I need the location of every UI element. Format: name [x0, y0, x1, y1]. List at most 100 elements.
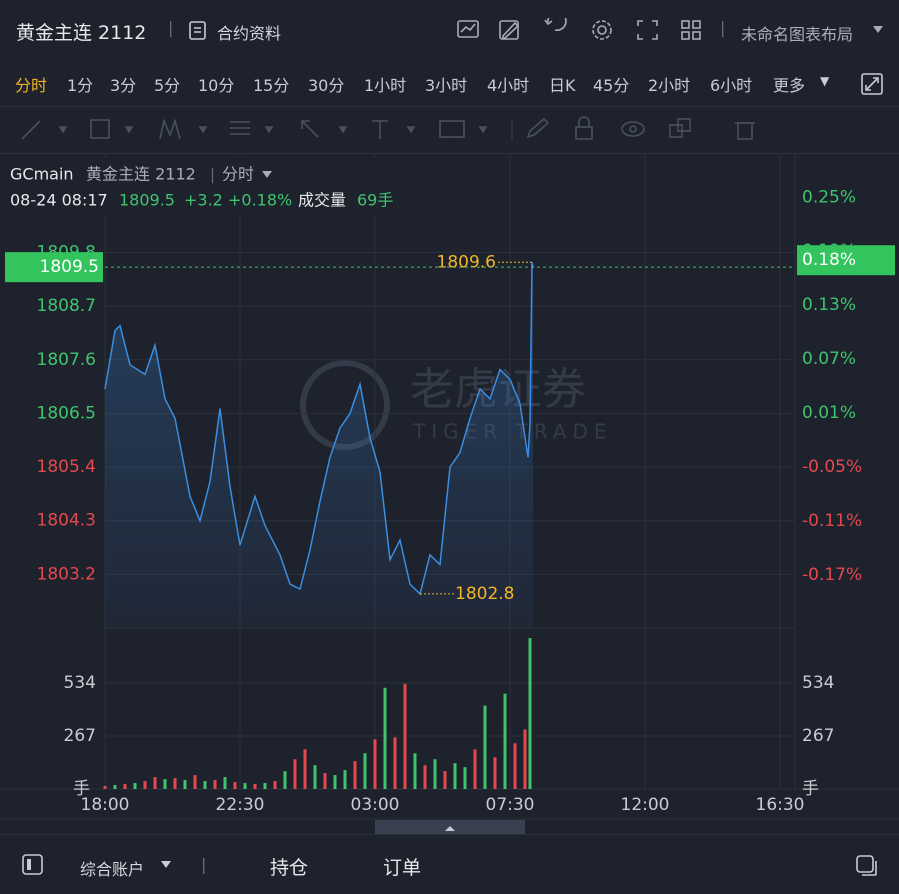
timeframe[interactable]: 4小时 [487, 76, 530, 95]
volume-bar [343, 770, 347, 789]
quote-volume: 69手 [357, 191, 393, 210]
divider: | [201, 855, 207, 874]
y-tick-label: 1808.7 [37, 296, 96, 316]
y-tick-label: 1806.5 [37, 403, 96, 423]
fullscreen-icon[interactable] [860, 72, 884, 96]
collapse-handle[interactable] [375, 820, 525, 834]
toolbar-icons [457, 18, 701, 40]
volume-bar [443, 771, 447, 789]
high-label: 1809.6 [437, 252, 496, 272]
x-tick-label: 07:30 [486, 795, 535, 815]
y2-tick-label: -0.17% [802, 565, 862, 585]
volume-bar [373, 739, 377, 789]
volume-tick-label: 534 [64, 673, 96, 693]
y2-tick-label: 0.07% [802, 349, 856, 369]
volume-bar [143, 781, 147, 789]
drawing-toolbar [0, 106, 899, 154]
volume-bar [283, 771, 287, 789]
quote-change: +3.2 [184, 191, 223, 210]
layout-name[interactable]: 未命名图表布局 [741, 25, 854, 44]
quote-bg [0, 158, 420, 216]
volume-bar [273, 781, 277, 789]
volume-bar [528, 638, 532, 789]
volume-bar [423, 765, 427, 789]
y2-tick-label: 0.25% [802, 187, 856, 207]
quote-period: 分时 [222, 165, 254, 184]
volume-bar [333, 775, 337, 789]
divider: | [720, 18, 726, 37]
volume-bar [353, 761, 357, 789]
window-icon[interactable] [855, 854, 879, 878]
positions-tab[interactable]: 持仓 [270, 857, 309, 879]
volume-bar [253, 784, 257, 789]
volume-bar [513, 743, 517, 789]
y-tick-label: 1805.4 [37, 457, 96, 477]
volume-bar [393, 737, 397, 789]
quote-volume_label: 成交量 [298, 191, 346, 210]
x-tick-label: 18:00 [81, 795, 130, 815]
timeframe[interactable]: 2小时 [648, 76, 691, 95]
top-bar: 黄金主连 2112 | 合约资料 | 未命名图表布局 [0, 0, 899, 60]
timeframe[interactable]: 15分 [253, 76, 290, 95]
volume-tick-label: 534 [802, 673, 834, 693]
volume-bar [383, 687, 387, 789]
x-tick-label: 16:30 [756, 795, 805, 815]
volume-bar [213, 780, 217, 789]
last-pct-label: 0.18% [802, 250, 856, 270]
price-area [105, 262, 533, 628]
title[interactable]: 黄金主连 2112 [16, 22, 147, 44]
timeframe[interactable]: 5分 [154, 76, 181, 95]
last-price-tag [5, 252, 103, 283]
account[interactable]: 综合账户 [80, 860, 145, 879]
volume-bar [113, 785, 117, 789]
volume-bar [433, 759, 437, 789]
timeframe[interactable]: 6小时 [710, 76, 753, 95]
dropdown-arrow: ▼ [820, 74, 830, 88]
quote-time: 08-24 08:17 [10, 191, 108, 210]
volume-bar [503, 693, 507, 789]
volume-bar [483, 705, 487, 789]
volume-bar [193, 775, 197, 789]
timeframe[interactable]: 更多 [773, 76, 806, 95]
y2-tick-label: 0.13% [802, 295, 856, 315]
quote-change_pct: +0.18% [228, 191, 292, 210]
divider: | [168, 18, 174, 37]
x-tick-label: 22:30 [216, 795, 265, 815]
quote-symbol: GCmain [10, 165, 74, 184]
timeframe[interactable]: 3小时 [425, 76, 468, 95]
volume-bar [493, 757, 497, 789]
volume-bar [463, 767, 467, 789]
volume-unit: 手 [73, 779, 90, 799]
drawing-tools [21, 116, 755, 141]
volume-tick-label: 267 [64, 726, 96, 746]
orders-tab[interactable]: 订单 [383, 857, 422, 879]
timeframe[interactable]: 3分 [110, 76, 137, 95]
volume-bar [223, 777, 227, 789]
contract-info[interactable]: 合约资料 [217, 24, 282, 43]
timeframe[interactable]: 1分 [67, 76, 94, 95]
y-tick-label: 1807.6 [37, 350, 96, 370]
volume-bar [313, 765, 317, 789]
doc-icon [189, 21, 206, 40]
timeframe[interactable]: 日K [549, 76, 576, 95]
volume-bar [123, 784, 127, 789]
volume-bar [413, 753, 417, 789]
volume-bar [323, 773, 327, 789]
timeframe[interactable]: 45分 [593, 76, 630, 95]
timeframe[interactable]: 10分 [198, 76, 235, 95]
last-price-label: 1809.5 [40, 257, 99, 277]
quote-price: 1809.5 [119, 191, 175, 210]
panel-icon[interactable] [22, 854, 44, 876]
timeframe[interactable]: 1小时 [364, 76, 407, 95]
timeframe[interactable]: 分时 [15, 76, 48, 95]
volume-bar [153, 777, 157, 789]
volume-bar [293, 759, 297, 789]
dropdown-arrow [161, 861, 171, 868]
y2-tick-label: -0.05% [802, 457, 862, 477]
volume-bar [203, 781, 207, 789]
price-line [104, 262, 534, 596]
quote-name: 黄金主连 2112 [86, 165, 196, 184]
x-tick-label: 03:00 [351, 795, 400, 815]
y2-tick-label: 0.01% [802, 403, 856, 423]
timeframe[interactable]: 30分 [308, 76, 345, 95]
